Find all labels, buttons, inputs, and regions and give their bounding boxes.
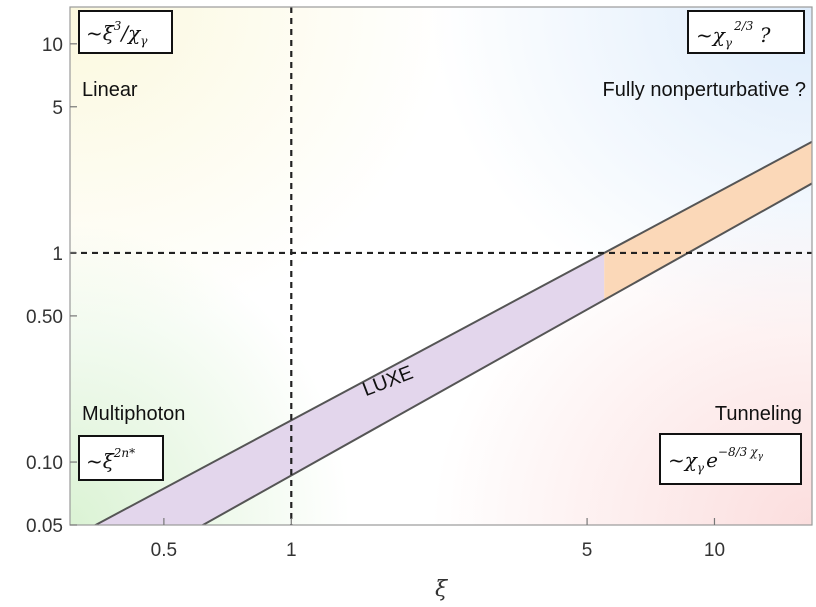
x-tick-label: 10 (704, 540, 725, 561)
formula-tunneling: ~χγ e−8/3 χγ (668, 445, 764, 475)
region-label-multiphoton: Multiphoton (82, 403, 185, 425)
formula-box-linear-frame (78, 10, 173, 54)
luxe-band-upper-edge (93, 140, 812, 525)
y-axis-ticks: 0.05 0.10 0.50 1 5 10 (26, 35, 77, 537)
luxe-band-above-unity (604, 141, 812, 300)
y-tick-label: 0.05 (26, 516, 63, 537)
formula-box-multiphoton: ~ξ2n* (78, 435, 164, 481)
x-axis-ticks: 0.5 1 5 10 (151, 518, 725, 561)
formula-box-tunneling-frame (659, 433, 802, 485)
y-tick-label: 0.10 (26, 453, 63, 474)
x-tick-label: 0.5 (151, 540, 177, 561)
y-tick-label: 10 (42, 35, 63, 56)
formula-box-fully-frame (687, 10, 805, 54)
formula-box-fully-nonperturbative: ~χγ2/3 ? (687, 10, 805, 54)
x-tick-label: 1 (286, 540, 297, 561)
region-tints (70, 7, 812, 525)
y-tick-label: 0.50 (26, 307, 63, 328)
region-label-tunneling: Tunneling (715, 403, 802, 425)
formula-linear: ~ξ3/χγ (86, 19, 148, 48)
x-axis-label: ξ (435, 577, 449, 602)
formula-fully-nonperturbative: ~χγ2/3 ? (696, 19, 771, 50)
y-tick-label: 5 (52, 98, 63, 119)
formula-multiphoton: ~ξ2n* (86, 446, 135, 473)
y-tick-label: 1 (52, 244, 63, 265)
plot-frame (69, 6, 813, 526)
region-label-linear: Linear (82, 79, 138, 101)
x-tick-label: 5 (582, 540, 593, 561)
formula-box-multiphoton-frame (78, 435, 164, 481)
region-label-fully-nonperturbative: Fully nonperturbative ? (603, 79, 806, 101)
formula-box-linear: ~ξ3/χγ (78, 10, 173, 54)
formula-box-tunneling: ~χγ e−8/3 χγ (659, 433, 802, 485)
